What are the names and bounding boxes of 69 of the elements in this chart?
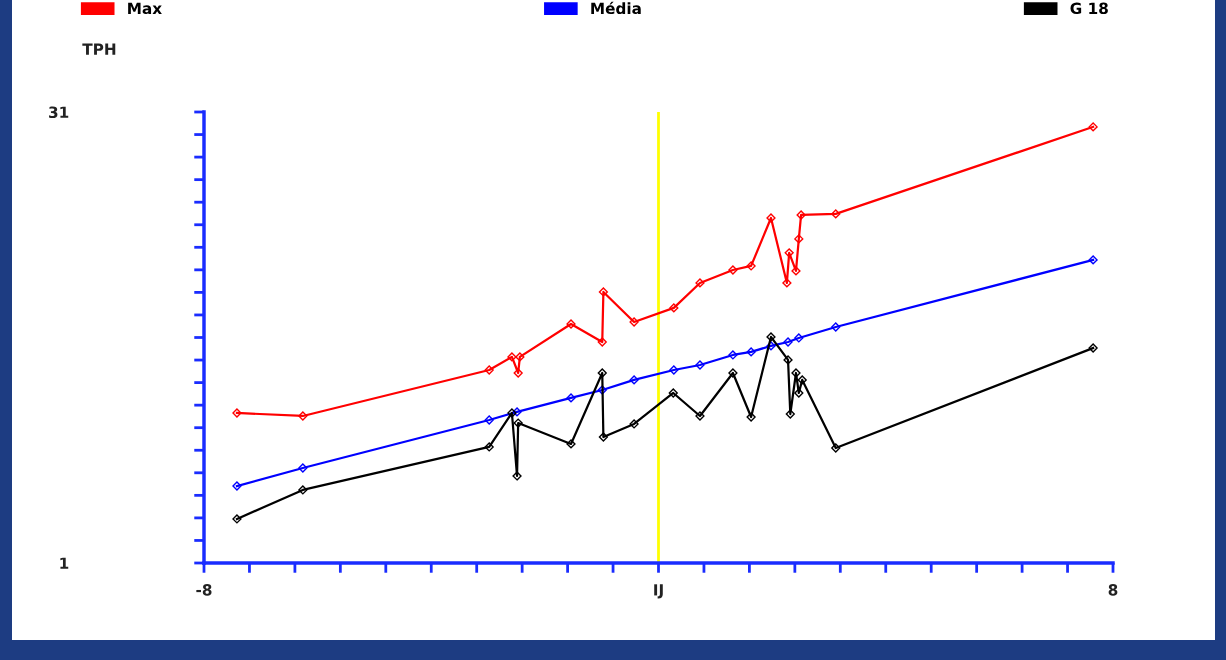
- point: [766, 341, 776, 351]
- point: [598, 287, 609, 297]
- point: [783, 337, 793, 347]
- point: [1088, 343, 1098, 353]
- point: [507, 352, 517, 362]
- point: [668, 388, 678, 398]
- point: [695, 360, 705, 370]
- point: [629, 419, 639, 429]
- point: [669, 303, 679, 313]
- point: [513, 418, 523, 428]
- point: [629, 317, 639, 327]
- point: [512, 471, 522, 481]
- point: [785, 409, 795, 419]
- x-tick-label: IJ: [654, 584, 663, 599]
- point: [566, 319, 576, 329]
- point: [232, 514, 242, 524]
- point: [746, 261, 756, 271]
- x-tick-label: 8: [1108, 584, 1118, 596]
- point: [831, 443, 841, 453]
- point: [695, 278, 705, 288]
- point: [794, 333, 804, 343]
- point: [484, 365, 494, 375]
- point: [784, 248, 794, 258]
- point: [831, 209, 841, 219]
- point: [746, 412, 756, 422]
- point: [597, 385, 607, 395]
- point: [831, 322, 841, 332]
- point: [782, 278, 792, 288]
- point: [597, 337, 607, 347]
- y-tick-label: 1: [60, 557, 69, 569]
- legend-label: G 18: [1070, 2, 1108, 15]
- point: [566, 393, 576, 403]
- point: [766, 332, 776, 342]
- point: [298, 463, 308, 473]
- point: [766, 213, 776, 223]
- point: [794, 388, 804, 398]
- point: [783, 355, 793, 365]
- point: [728, 368, 738, 378]
- point: [728, 350, 738, 360]
- point: [232, 481, 242, 491]
- point: [298, 485, 308, 495]
- point: [791, 368, 801, 378]
- point: [797, 375, 807, 385]
- point: [484, 415, 494, 425]
- legend-label: Média: [591, 1, 641, 15]
- y-tick-label: 31: [49, 106, 69, 119]
- point: [1088, 122, 1098, 132]
- point: [695, 411, 705, 421]
- point: [791, 266, 801, 276]
- point: [515, 352, 525, 362]
- point: [746, 347, 756, 357]
- point: [513, 368, 523, 378]
- point: [598, 432, 609, 442]
- point: [507, 408, 517, 418]
- y-axis-title: TPH: [82, 43, 116, 55]
- point: [484, 442, 494, 452]
- point: [298, 411, 308, 421]
- point: [512, 407, 522, 417]
- point: [728, 265, 738, 275]
- legend-label: Max: [128, 2, 162, 15]
- point: [794, 234, 804, 244]
- point: [669, 365, 679, 375]
- point: [232, 408, 242, 418]
- point: [597, 368, 607, 378]
- point: [629, 375, 639, 385]
- point: [796, 210, 806, 220]
- x-tick-label: -8: [196, 584, 212, 596]
- point: [1088, 255, 1098, 265]
- point: [566, 439, 576, 449]
